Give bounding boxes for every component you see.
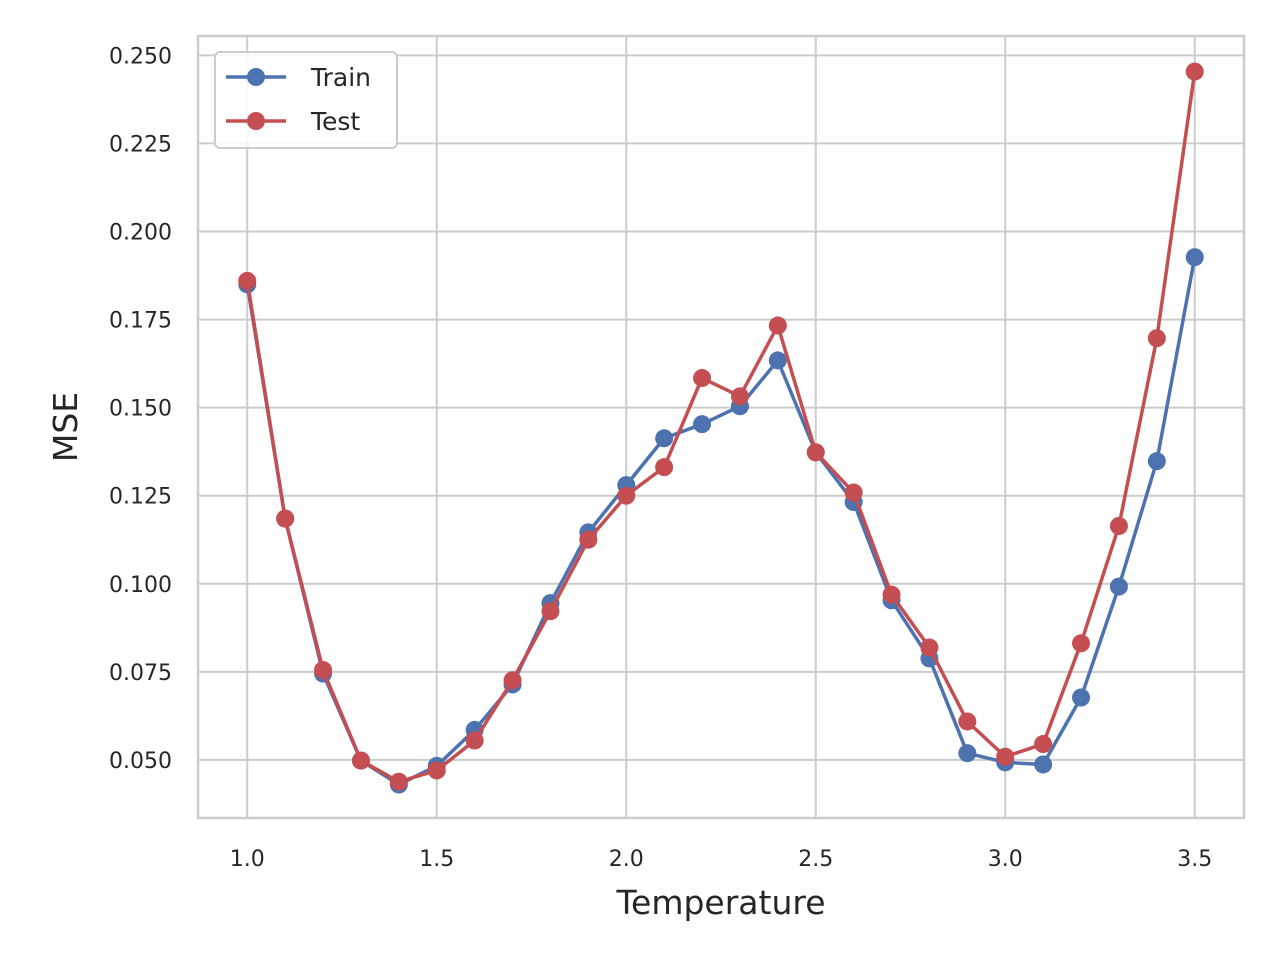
legend: Train Test [214,51,398,149]
y-tick-label: 0.125 [109,485,172,510]
data-point-train [693,415,712,434]
legend-marker-train [247,68,265,86]
data-point-train [1034,755,1053,774]
data-point-test [579,530,598,549]
data-point-test [465,731,484,750]
data-point-train [1109,577,1128,596]
tick-labels: 1.0 1.5 2.0 2.5 3.0 3.5 0.050 0.075 0.100 0.125 0.… [109,44,1212,872]
data-point-test [693,369,712,388]
y-tick-label: 0.250 [109,44,172,69]
data-point-test [1034,735,1053,754]
y-tick-label: 0.225 [109,132,172,157]
data-point-train [1185,248,1204,267]
data-point-test [427,761,446,780]
data-point-test [503,671,522,690]
data-point-test [238,271,257,290]
data-point-train [1072,688,1091,707]
y-tick-label: 0.150 [109,397,172,422]
x-axis-label: Temperature [615,883,825,922]
data-point-test [958,712,977,731]
plot-frame [196,34,1246,820]
data-point-train [958,744,977,763]
data-point-test [655,458,674,477]
y-axis-label: MSE [46,392,85,462]
data-point-test [276,509,295,528]
x-tick-label: 3.0 [988,847,1023,872]
data-point-test [351,751,370,770]
data-point-train [1147,452,1166,471]
y-tick-label: 0.175 [109,309,172,334]
x-tick-label: 3.5 [1177,847,1212,872]
y-tick-label: 0.075 [109,661,172,686]
data-point-train [655,429,674,448]
data-point-test [806,443,825,462]
y-tick-label: 0.050 [109,749,172,774]
data-point-test [1072,634,1091,653]
series-test [238,62,1204,791]
legend-label-test: Test [310,107,360,136]
data-point-test [314,661,333,680]
series-layer [238,62,1204,794]
y-tick-label: 0.100 [109,573,172,598]
data-point-test [730,387,749,406]
x-tick-label: 1.0 [230,847,265,872]
x-tick-label: 1.5 [419,847,454,872]
data-point-test [920,638,939,657]
data-point-test [882,585,901,604]
data-point-test [541,602,560,621]
legend-label-train: Train [310,63,371,92]
data-point-test [768,316,787,335]
data-point-test [996,747,1015,766]
y-tick-label: 0.200 [109,221,172,246]
legend-marker-test [247,112,265,130]
data-point-train [768,351,787,370]
x-tick-label: 2.5 [798,847,833,872]
data-point-test [617,486,636,505]
data-point-test [1185,62,1204,81]
data-point-test [844,483,863,502]
data-point-test [1147,329,1166,348]
grid [198,36,1244,818]
data-point-test [389,772,408,791]
data-point-test [1109,516,1128,535]
x-tick-label: 2.0 [609,847,644,872]
